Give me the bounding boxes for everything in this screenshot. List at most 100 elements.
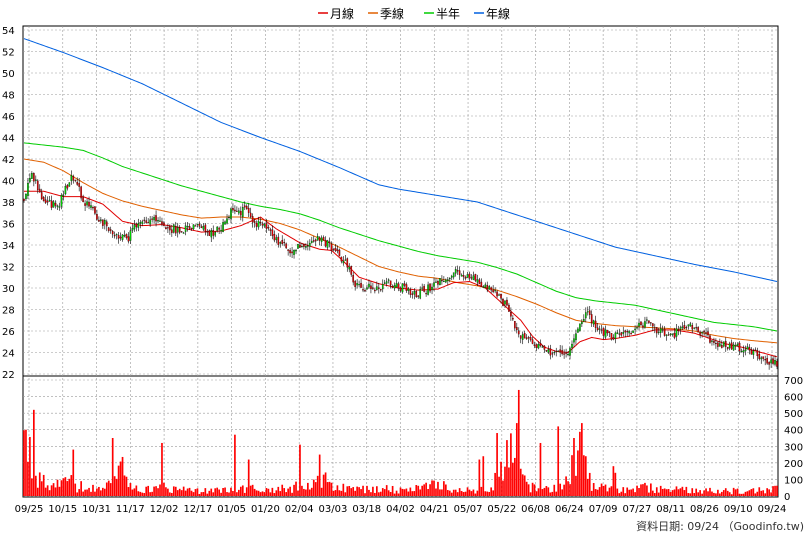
- candle-body: [450, 275, 453, 278]
- volume-bar: [23, 430, 25, 496]
- volume-bar: [691, 488, 694, 496]
- volume-bar: [206, 493, 209, 496]
- candle-body: [76, 181, 79, 185]
- candle-body: [724, 340, 727, 347]
- volume-bar: [454, 489, 457, 496]
- volume-bar: [60, 480, 63, 496]
- candle-body: [527, 337, 530, 339]
- volume-bar: [385, 485, 388, 496]
- candle-body: [517, 330, 520, 335]
- candle-body: [188, 226, 191, 229]
- volume-bar: [450, 492, 453, 496]
- candle-body: [697, 327, 699, 333]
- grid-lines: [23, 26, 778, 497]
- volume-bar: [431, 480, 433, 496]
- candle-body: [301, 245, 303, 248]
- volume-bar: [368, 489, 370, 496]
- volume-bar: [360, 489, 362, 496]
- candle-body: [269, 229, 272, 231]
- date-tick-label: 03/18: [352, 504, 381, 515]
- date-tick-label: 06/24: [555, 504, 584, 515]
- candle-body: [326, 240, 329, 248]
- candle-body: [655, 327, 658, 334]
- volume-bar: [768, 489, 770, 496]
- candle-body: [758, 353, 761, 359]
- volume-bar: [557, 426, 560, 496]
- candle-body: [515, 327, 518, 331]
- candle-body: [470, 277, 473, 279]
- volume-bar: [245, 487, 248, 496]
- volume-bar: [746, 491, 749, 496]
- candle-body: [721, 344, 723, 348]
- volume-bar: [307, 482, 309, 496]
- volume-bar: [409, 487, 412, 496]
- volume-bar: [234, 434, 236, 496]
- volume-bar: [515, 423, 518, 496]
- candle-body: [590, 314, 593, 324]
- price-tick-label: 36: [2, 220, 15, 231]
- volume-bar: [299, 444, 301, 496]
- candle-body: [512, 317, 514, 320]
- candle-body: [665, 334, 668, 336]
- volume-bar: [119, 461, 122, 496]
- volume-bar: [366, 485, 368, 496]
- candle-body: [320, 237, 323, 242]
- volume-bar: [34, 475, 37, 496]
- volume-bar: [681, 486, 684, 496]
- candle-body: [316, 236, 319, 241]
- volume-bar: [105, 482, 108, 496]
- candle-body: [340, 256, 343, 262]
- volume-bar: [374, 492, 376, 496]
- candle-body: [519, 335, 522, 339]
- volume-bar: [220, 492, 222, 496]
- volume-bar: [133, 488, 136, 496]
- candle-body: [376, 286, 378, 290]
- price-tick-label: 38: [2, 198, 15, 209]
- candle-body: [153, 217, 155, 221]
- candle-body: [429, 283, 431, 292]
- candle-body: [46, 200, 49, 203]
- candle-body: [446, 279, 449, 282]
- volume-bar: [354, 490, 356, 496]
- candle-body: [768, 362, 770, 365]
- volume-bar: [719, 493, 721, 496]
- volume-bar: [247, 459, 250, 496]
- candle-body: [563, 353, 565, 355]
- candle-body: [573, 338, 575, 343]
- date-tick-label: 12/17: [183, 504, 212, 515]
- candle-body: [543, 345, 546, 350]
- candle-body: [350, 266, 353, 275]
- candle-body: [653, 327, 656, 329]
- candle-body: [102, 219, 104, 226]
- date-tick-label: 07/27: [622, 504, 651, 515]
- candle-body: [504, 300, 506, 305]
- volume-bar: [346, 486, 349, 496]
- candle-body: [754, 349, 757, 351]
- candle-body: [149, 219, 151, 225]
- volume-bar: [563, 484, 565, 496]
- volume-bar: [255, 490, 258, 496]
- volume-bar: [224, 487, 226, 496]
- volume-bar: [551, 491, 554, 496]
- candle-body: [411, 293, 414, 295]
- volume-bar: [350, 488, 353, 496]
- volume-bar: [581, 423, 583, 496]
- candle-body: [618, 333, 621, 335]
- volume-bar: [510, 433, 512, 496]
- candle-body: [289, 250, 291, 254]
- candle-body: [194, 225, 197, 227]
- candle-body: [594, 320, 597, 328]
- candle-body: [167, 227, 169, 229]
- candle-body: [40, 192, 43, 200]
- date-tick-label: 07/09: [589, 504, 618, 515]
- volume-bar: [498, 476, 500, 496]
- volume-bar: [539, 442, 542, 496]
- volume-bar: [297, 490, 299, 496]
- volume-tick-label: 700: [784, 376, 803, 387]
- volume-bar: [226, 492, 228, 496]
- volume-bar: [699, 490, 701, 496]
- candle-body: [464, 277, 467, 279]
- candle-body: [760, 357, 763, 360]
- candle-body: [480, 281, 483, 287]
- volume-bar: [521, 474, 524, 496]
